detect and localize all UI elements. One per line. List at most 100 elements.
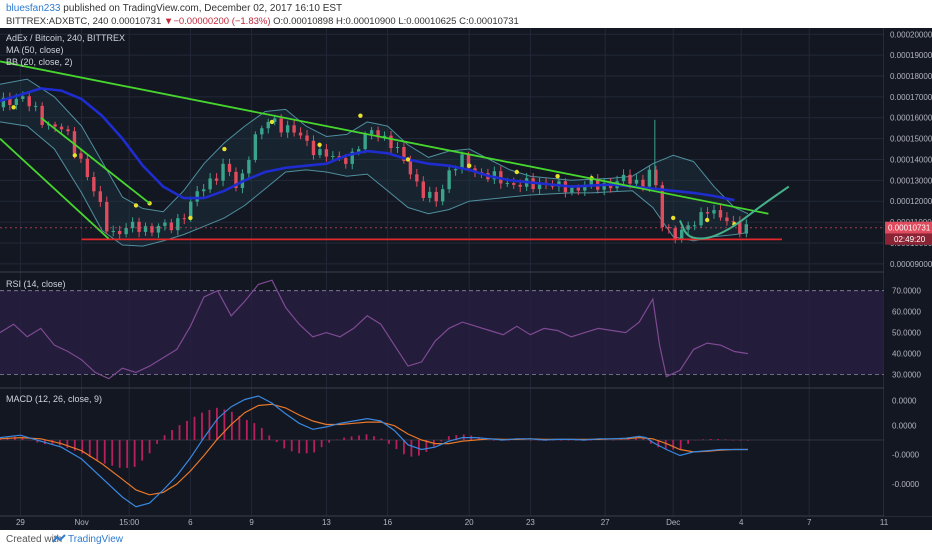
- candle-body: [382, 135, 387, 138]
- ma-line: [0, 87, 735, 202]
- macd-hist-bar: [81, 440, 84, 454]
- macd-hist-bar: [410, 440, 413, 457]
- macd-hist-bar: [186, 420, 188, 440]
- time-tick-label: 20: [465, 518, 474, 527]
- macd-hist-bar: [747, 440, 749, 441]
- macd-hist-bar: [148, 440, 151, 454]
- candle-body: [117, 230, 122, 235]
- time-tick-label: 9: [249, 518, 254, 527]
- candle-body: [201, 189, 206, 192]
- price-tick-label: 0.00014000: [890, 155, 932, 164]
- candle-body: [654, 169, 658, 186]
- candle-body: [79, 153, 83, 159]
- time-axis[interactable]: 29 Nov 15:00 6 9 13 16 20 23 27 Dec 4 7 11: [16, 518, 889, 527]
- macd-hist-bar: [395, 440, 398, 450]
- price-axis[interactable]: 0.00020000 0.00019000 0.00018000 0.00017000…: [885, 30, 932, 489]
- macd-hist-bar: [253, 423, 256, 440]
- macd-hist-bar: [679, 440, 682, 450]
- macd-hist-bar: [477, 436, 480, 440]
- macd-hist-bar: [51, 440, 54, 445]
- candle-body: [428, 191, 432, 198]
- chart-canvas[interactable]: 0.00020000 0.00019000 0.00018000 0.00017000…: [0, 28, 932, 530]
- signal-dot: [705, 217, 710, 223]
- macd-hist-bar: [305, 440, 308, 454]
- time-tick-label: Nov: [74, 518, 88, 527]
- created-with-text: Created with: [6, 534, 63, 545]
- candle-body: [738, 221, 742, 234]
- candle-body: [344, 158, 348, 164]
- candle-body: [208, 178, 212, 190]
- candle-body: [583, 184, 587, 191]
- candle-body: [169, 222, 174, 231]
- macd-hist-bar: [388, 440, 390, 444]
- publish-line: bluesfan233 published on TradingView.com…: [6, 3, 342, 14]
- candle-body: [156, 225, 161, 233]
- macd-hist-bar: [687, 440, 690, 444]
- macd-hist-bar: [88, 440, 91, 458]
- macd-hist-bar: [702, 439, 705, 440]
- macd-hist-bar: [216, 407, 218, 440]
- rsi-tick-label: 70.0000: [892, 287, 921, 296]
- candles: [1, 91, 748, 244]
- macd-hist-bar: [657, 440, 660, 448]
- macd-hist-bar: [440, 440, 443, 442]
- candle-body: [247, 159, 251, 174]
- candle-body: [285, 125, 290, 133]
- candle-body: [621, 174, 626, 182]
- bollinger-lower: [0, 121, 749, 247]
- signal-dot: [467, 163, 472, 168]
- candle-body: [34, 105, 38, 107]
- price-tick-label: 0.00016000: [890, 114, 932, 123]
- macd-hist-bar: [111, 440, 114, 466]
- macd-hist-bar: [245, 419, 248, 440]
- candle-body: [305, 135, 309, 141]
- macd-hist-bar: [694, 439, 697, 441]
- macd-hist-bar: [313, 440, 316, 453]
- candle-body: [143, 226, 148, 232]
- candle-body: [576, 187, 581, 191]
- price-tick-label: 0.00018000: [890, 72, 932, 81]
- candle-body: [1, 97, 6, 108]
- candle-body: [350, 151, 354, 164]
- candle-body: [628, 174, 632, 184]
- macd-hist-bar: [328, 440, 331, 443]
- macd-hist-bar: [156, 440, 158, 444]
- candle-body: [376, 130, 380, 138]
- candle-body: [718, 210, 723, 218]
- drawings[interactable]: [0, 60, 884, 241]
- price-tick-label: 0.00020000: [890, 30, 932, 39]
- candle-body: [130, 221, 135, 229]
- author-link[interactable]: bluesfan233: [6, 3, 61, 14]
- candle-body: [473, 168, 477, 173]
- macd-hist-bar: [590, 440, 592, 441]
- macd-pane: [0, 395, 884, 508]
- candle-body: [725, 217, 729, 222]
- candle-body: [311, 140, 316, 156]
- published-text: published on TradingView.com, December 0…: [63, 3, 343, 14]
- macd-tick-label: 0.0000: [892, 422, 917, 431]
- candle-body: [692, 225, 697, 227]
- candle-body: [512, 183, 516, 185]
- macd-hist-bar: [163, 435, 166, 440]
- macd-hist-bar: [664, 440, 667, 450]
- candle-body: [389, 135, 393, 149]
- macd-hist-bar: [380, 438, 383, 440]
- candle-body: [505, 183, 509, 185]
- macd-hist-bar: [283, 440, 286, 449]
- candle-body: [182, 218, 186, 220]
- macd-hist-bar: [567, 440, 570, 441]
- bollinger-fill: [0, 79, 748, 247]
- rsi-pane: [0, 279, 884, 380]
- chart-header: bluesfan233 published on TradingView.com…: [0, 0, 932, 28]
- candle-body: [369, 130, 374, 135]
- macd-hist-bar: [126, 440, 129, 468]
- candle-body: [589, 178, 593, 185]
- signal-dot: [317, 142, 322, 148]
- macd-hist-bar: [36, 440, 39, 443]
- countdown-label: 02:49:20: [894, 235, 926, 244]
- candle-body: [557, 181, 561, 187]
- macd-line: [0, 395, 748, 508]
- tradingview-link[interactable]: TradingView: [68, 534, 124, 545]
- candle-body: [686, 225, 690, 230]
- candle-body: [8, 97, 12, 105]
